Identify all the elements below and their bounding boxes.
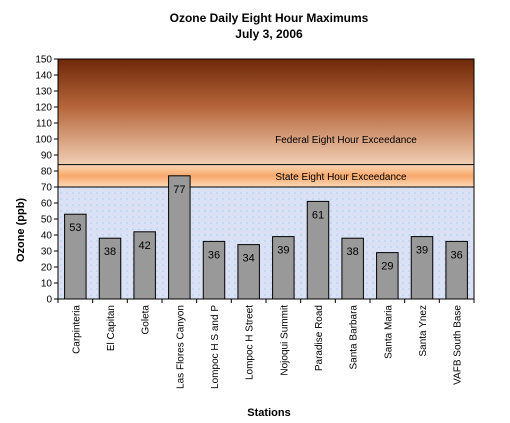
y-tick-label: 10 (41, 279, 53, 290)
y-tick-label: 150 (35, 55, 52, 66)
y-tick-label: 60 (41, 199, 53, 210)
y-tick-label: 0 (46, 295, 52, 306)
y-tick-label: 130 (35, 87, 52, 98)
x-category-label: Goleta (141, 305, 152, 335)
y-tick-label: 20 (41, 263, 53, 274)
chart-subtitle: July 3, 2006 (235, 27, 303, 41)
bar-value-label: 39 (416, 245, 428, 257)
y-tick-label: 70 (41, 183, 53, 194)
plot-area: Federal Eight Hour Exceedance State Eight… (35, 55, 475, 389)
state-band-label: State Eight Hour Exceedance (275, 172, 407, 183)
state-exceedance-band (58, 164, 474, 187)
plot-frame (57, 58, 475, 300)
bar-value-label: 42 (139, 240, 151, 252)
bar (376, 252, 399, 300)
bar-value-label: 38 (347, 246, 359, 258)
y-tick-label: 110 (36, 119, 52, 130)
bar-value-label: 61 (312, 209, 324, 221)
y-tick-label: 50 (41, 215, 53, 226)
y-tick-label: 140 (35, 71, 52, 82)
x-category-label: Paradise Road (314, 305, 325, 371)
x-category-label: Carpinteria (71, 305, 82, 354)
x-category-label: VAFB South Base (453, 305, 464, 385)
x-axis-title: Stations (247, 407, 290, 419)
bar-value-label: 34 (243, 253, 255, 265)
x-category-label: Lompoc H Street (245, 305, 256, 380)
y-tick-label: 120 (35, 103, 52, 114)
bar-value-label: 38 (104, 246, 116, 258)
federal-band-label: Federal Eight Hour Exceedance (275, 135, 417, 146)
x-category-label: Lompoc H S and P (210, 305, 221, 389)
federal-exceedance-band (58, 59, 474, 165)
bar-value-label: 36 (208, 249, 220, 261)
x-category-label: Nojoqui Summit (279, 305, 290, 376)
x-category-label: Santa Maria (383, 305, 394, 359)
y-tick-label: 90 (41, 151, 53, 162)
y-tick-label: 100 (35, 135, 52, 146)
x-category-label: El Capitan (106, 305, 117, 351)
x-category-label: Santa Barbara (349, 305, 360, 370)
bar-value-label: 29 (381, 261, 393, 273)
chart-title: Ozone Daily Eight Hour Maximums (170, 11, 369, 25)
bar-value-label: 39 (277, 245, 289, 257)
x-category-label: Las Flores Canyon (175, 305, 186, 389)
y-axis-title: Ozone (ppb) (15, 198, 27, 262)
bar-value-label: 77 (173, 184, 185, 196)
y-tick-label: 40 (41, 231, 53, 242)
x-category-label: Santa Ynez (418, 305, 429, 357)
normal-zone-background (58, 187, 474, 299)
y-tick-label: 80 (41, 167, 53, 178)
bar-value-label: 36 (451, 249, 463, 261)
bar-value-label: 53 (69, 222, 81, 234)
y-tick-label: 30 (41, 247, 53, 258)
